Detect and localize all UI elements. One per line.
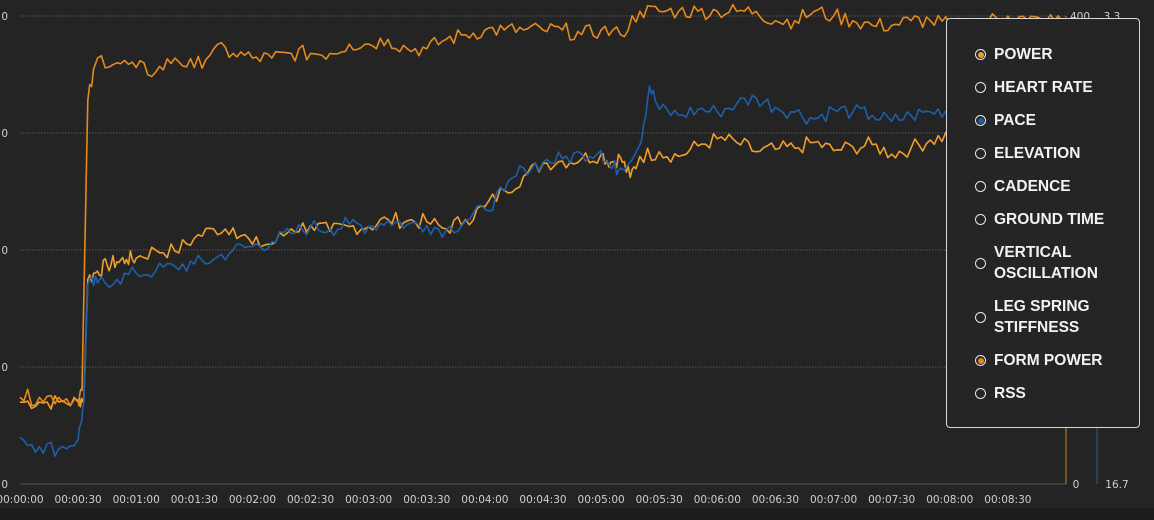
x-tick-label: 00:07:30 xyxy=(868,494,915,506)
legend-item-vertical-oscillation[interactable]: VERTICAL OSCILLATION xyxy=(975,242,1125,284)
series-line-power xyxy=(19,122,1067,410)
right-y-tick-bottom-secondary: 16.7 xyxy=(1105,479,1128,491)
legend-item-label: VERTICAL OSCILLATION xyxy=(994,244,1098,282)
legend-item-pace[interactable]: PACE xyxy=(975,110,1125,131)
legend-item-elevation[interactable]: ELEVATION xyxy=(975,143,1125,164)
legend-item-heart-rate[interactable]: HEART RATE xyxy=(975,77,1125,98)
radio-unchecked-icon[interactable] xyxy=(975,82,986,93)
legend-item-label: FORM POWER xyxy=(994,352,1103,369)
x-tick-label: 00:01:30 xyxy=(171,494,218,506)
legend-item-rss[interactable]: RSS xyxy=(975,383,1125,404)
x-tick-label: 00:04:30 xyxy=(519,494,566,506)
left-y-tick-label: 0 xyxy=(1,479,8,491)
legend-item-cadence[interactable]: CADENCE xyxy=(975,176,1125,197)
radio-unchecked-icon[interactable] xyxy=(975,257,986,269)
legend-item-leg-spring-stiffness[interactable]: LEG SPRING STIFFNESS xyxy=(975,296,1125,338)
left-y-tick-label: 0 xyxy=(1,128,8,140)
legend-item-label: POWER xyxy=(994,46,1053,63)
x-tick-label: 00:08:30 xyxy=(984,494,1031,506)
series-line-pace xyxy=(19,85,1067,457)
legend-item-label: CADENCE xyxy=(994,178,1071,195)
legend-item-label: HEART RATE xyxy=(994,79,1093,96)
radio-unchecked-icon[interactable] xyxy=(975,181,986,192)
right-y-tick-bottom-primary: 0 xyxy=(1073,479,1080,491)
radio-checked-icon[interactable] xyxy=(975,49,986,60)
x-tick-label: 00:05:30 xyxy=(636,494,683,506)
radio-checked-icon[interactable] xyxy=(975,355,986,366)
x-tick-label: 00:08:00 xyxy=(926,494,973,506)
radio-unchecked-icon[interactable] xyxy=(975,388,986,399)
legend-item-label: GROUND TIME xyxy=(994,211,1105,228)
x-tick-label: 00:06:00 xyxy=(694,494,741,506)
x-tick-label: 00:07:00 xyxy=(810,494,857,506)
series-line-form-power xyxy=(19,3,1067,407)
legend-item-label: LEG SPRING STIFFNESS xyxy=(994,298,1090,336)
legend-item-label: ELEVATION xyxy=(994,145,1081,162)
x-tick-label: 00:02:00 xyxy=(229,494,276,506)
x-tick-label: 00:00:30 xyxy=(55,494,102,506)
legend-item-ground-time[interactable]: GROUND TIME xyxy=(975,209,1125,230)
chart-scrollbar[interactable] xyxy=(0,508,1154,520)
legend-item-label: PACE xyxy=(994,112,1036,129)
x-tick-label: 00:03:00 xyxy=(345,494,392,506)
legend-item-form-power[interactable]: FORM POWER xyxy=(975,350,1125,371)
x-tick-label: 00:05:00 xyxy=(578,494,625,506)
legend-item-power[interactable]: POWER xyxy=(975,44,1125,65)
x-tick-label: 00:03:30 xyxy=(403,494,450,506)
radio-unchecked-icon[interactable] xyxy=(975,148,986,159)
radio-unchecked-icon[interactable] xyxy=(975,311,986,323)
x-tick-label: 00:01:00 xyxy=(113,494,160,506)
x-tick-label: 00:02:30 xyxy=(287,494,334,506)
series-legend: POWER HEART RATE PACE ELEVATION CADENCE GROUN… xyxy=(946,18,1140,428)
left-y-tick-label: 0 xyxy=(1,362,8,374)
left-y-tick-label: 0 xyxy=(1,245,8,257)
x-tick-label: 00:00:00 xyxy=(0,494,44,506)
x-tick-label: 00:06:30 xyxy=(752,494,799,506)
legend-item-label: RSS xyxy=(994,385,1026,402)
radio-unchecked-icon[interactable] xyxy=(975,214,986,225)
radio-checked-icon[interactable] xyxy=(975,115,986,126)
x-tick-label: 00:04:00 xyxy=(461,494,508,506)
left-y-tick-label: 0 xyxy=(1,11,8,23)
